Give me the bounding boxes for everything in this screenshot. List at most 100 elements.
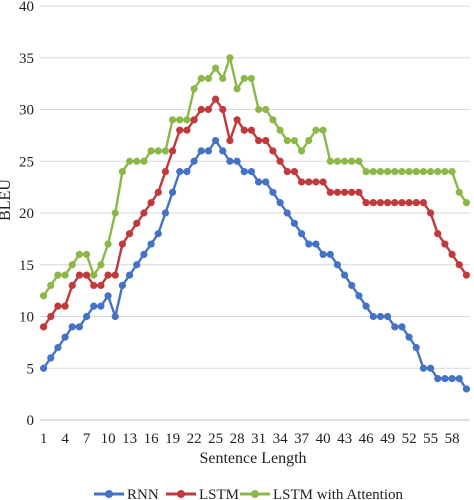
y-axis-ticks: 0 5 10 15 20 25 30 35 40 — [19, 0, 34, 429]
series-rnn — [39, 136, 471, 393]
data-point — [405, 168, 413, 176]
data-point — [462, 385, 471, 393]
data-point — [333, 188, 342, 196]
data-point — [297, 178, 306, 186]
data-point — [391, 168, 399, 176]
data-point — [290, 168, 299, 176]
data-point — [319, 178, 327, 186]
data-point — [211, 95, 220, 103]
data-point — [462, 199, 471, 207]
data-point — [226, 136, 234, 145]
data-point — [168, 188, 177, 196]
data-point — [455, 375, 463, 383]
data-point — [97, 281, 105, 290]
data-point — [247, 126, 256, 134]
data-point — [204, 147, 213, 155]
data-point — [197, 147, 205, 155]
data-point — [147, 147, 155, 155]
data-point — [262, 136, 270, 145]
data-point — [161, 209, 170, 217]
data-point — [254, 178, 263, 186]
data-point — [97, 302, 105, 310]
data-point — [276, 199, 284, 207]
data-point — [376, 168, 385, 176]
data-point — [68, 281, 76, 290]
data-point — [340, 188, 349, 196]
data-point — [276, 157, 284, 165]
data-point — [154, 147, 162, 155]
data-point — [47, 312, 55, 321]
data-point — [133, 157, 141, 165]
data-point — [75, 271, 84, 279]
data-point — [254, 136, 263, 145]
data-point — [269, 147, 277, 155]
data-point — [434, 230, 442, 238]
data-point — [383, 312, 392, 321]
data-point — [333, 261, 342, 269]
data-point — [412, 199, 420, 207]
y-tick-label: 0 — [27, 413, 35, 429]
data-point — [211, 64, 220, 72]
data-point — [140, 250, 148, 258]
data-point — [355, 157, 363, 165]
data-point — [226, 157, 234, 165]
y-tick-label: 30 — [19, 103, 34, 119]
data-point — [376, 199, 385, 207]
legend: RNN LSTM LSTM with Attention — [94, 487, 404, 500]
y-tick-label: 35 — [19, 51, 34, 67]
data-point — [168, 147, 177, 155]
data-point — [176, 126, 184, 134]
data-point — [419, 199, 428, 207]
data-point — [54, 271, 62, 279]
data-point — [340, 271, 349, 279]
gridlines — [40, 5, 470, 369]
data-point — [412, 343, 420, 352]
data-point — [176, 116, 184, 124]
data-point — [168, 116, 177, 124]
y-axis-title: BLEU — [0, 179, 14, 221]
data-point — [197, 105, 205, 114]
x-tick-label: 19 — [165, 431, 180, 447]
x-axis-ticks: 1 4 7 10 13 16 19 22 25 28 31 34 37 40 43 46 49 52 55 58 — [40, 431, 460, 447]
data-point — [240, 168, 248, 176]
data-point — [262, 105, 270, 114]
data-point — [125, 230, 134, 238]
data-point — [75, 250, 84, 258]
data-point — [240, 74, 248, 83]
data-point — [154, 230, 162, 238]
data-point — [39, 292, 48, 300]
data-point — [376, 312, 385, 321]
data-point — [140, 157, 148, 165]
data-point — [391, 199, 399, 207]
y-tick-label: 20 — [19, 206, 34, 222]
data-point — [176, 168, 184, 176]
data-point — [68, 323, 76, 331]
data-point — [161, 147, 170, 155]
data-point — [125, 157, 134, 165]
data-point — [297, 147, 306, 155]
legend-label: LSTM with Attention — [273, 487, 404, 500]
data-point — [197, 74, 205, 83]
data-point — [47, 354, 55, 362]
data-point — [412, 168, 420, 176]
data-point — [348, 281, 356, 290]
data-point — [448, 250, 456, 258]
data-point — [283, 209, 291, 217]
data-point — [455, 261, 463, 269]
data-point — [297, 230, 306, 238]
legend-label: LSTM — [199, 487, 239, 500]
data-point — [183, 168, 191, 176]
data-point — [47, 281, 55, 290]
data-point — [398, 323, 406, 331]
series-lstm — [39, 95, 471, 331]
data-point — [426, 364, 435, 372]
data-point — [319, 250, 327, 258]
data-point — [190, 157, 198, 165]
data-point — [383, 199, 392, 207]
x-tick-label: 7 — [83, 431, 91, 447]
legend-swatch-marker — [251, 490, 259, 498]
data-point — [54, 343, 62, 352]
data-point — [441, 168, 449, 176]
x-tick-label: 16 — [144, 431, 160, 447]
data-point — [233, 85, 241, 93]
